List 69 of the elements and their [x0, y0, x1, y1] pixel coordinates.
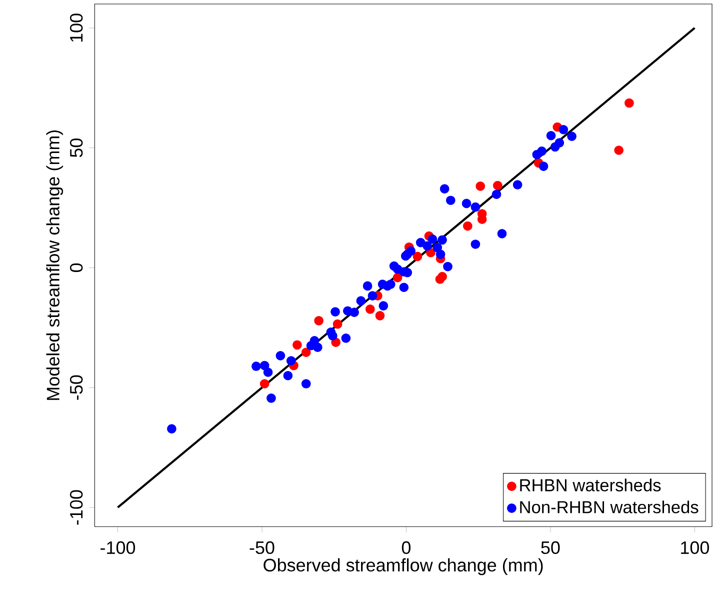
point [435, 274, 445, 284]
point [624, 98, 634, 108]
point [463, 221, 472, 231]
point [283, 370, 293, 380]
x-tick-label: 0 [402, 541, 411, 554]
y-tick-label: 50 [70, 138, 83, 157]
point [286, 356, 296, 366]
y-axis-title: Modeled streamflow change (mm) [46, 130, 64, 400]
point [412, 252, 422, 261]
point [470, 202, 480, 212]
point [263, 367, 273, 377]
point [492, 180, 502, 190]
x-tick-label: 50 [541, 541, 560, 554]
point [428, 234, 438, 244]
point [301, 378, 311, 388]
point [326, 327, 336, 337]
point [292, 340, 302, 350]
point [567, 132, 576, 141]
point [614, 145, 624, 155]
x-tick-label: -50 [250, 541, 274, 554]
point [341, 333, 351, 343]
x-tick-label: 100 [681, 541, 709, 554]
point [443, 262, 452, 272]
point [356, 296, 366, 306]
point [266, 393, 276, 403]
point [332, 319, 342, 329]
point [546, 130, 556, 140]
point [330, 307, 340, 316]
point [167, 424, 176, 434]
point [440, 184, 450, 194]
point [497, 228, 507, 238]
point [532, 150, 542, 160]
point [392, 272, 402, 282]
point [378, 301, 388, 310]
point [446, 196, 456, 205]
legend-label: Non-RHBN watersheds [520, 500, 698, 514]
legend-label: RHBN watersheds [520, 478, 661, 492]
point [342, 306, 352, 316]
point [470, 239, 480, 249]
point [392, 264, 402, 274]
y-tick-label: -50 [70, 375, 83, 400]
point [260, 360, 270, 370]
y-tick-label: 100 [70, 14, 83, 42]
point [314, 316, 324, 326]
point [260, 378, 270, 388]
point [378, 279, 388, 289]
point [399, 282, 409, 292]
point [362, 281, 372, 290]
y-tick-label: -100 [70, 490, 83, 525]
point [492, 190, 502, 199]
y-tick-label: 0 [70, 263, 83, 272]
x-tick-label: -100 [100, 541, 136, 554]
point [365, 304, 375, 314]
point [538, 161, 548, 171]
point [276, 350, 286, 360]
point [416, 238, 426, 248]
point [438, 235, 447, 244]
point [476, 181, 486, 191]
point [512, 180, 522, 190]
point [301, 348, 311, 357]
point [252, 361, 261, 371]
point [462, 198, 472, 208]
point [422, 241, 432, 250]
point [368, 290, 378, 300]
point [558, 124, 568, 134]
point [432, 242, 442, 252]
point [375, 310, 385, 320]
x-axis-title: Observed streamflow change (mm) [264, 558, 543, 575]
point [550, 142, 560, 152]
